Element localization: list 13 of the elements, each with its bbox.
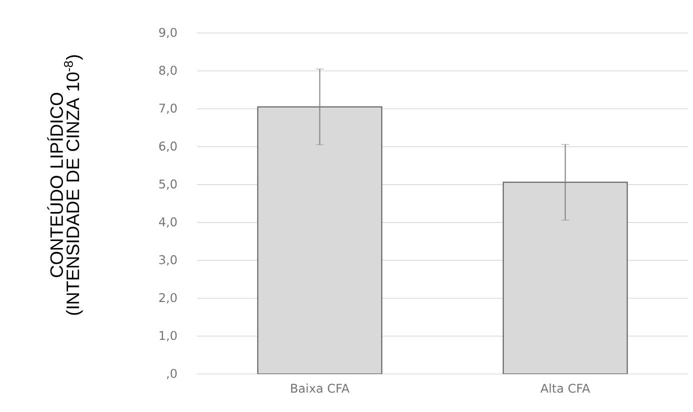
- x-tick-label: Baixa CFA: [291, 384, 350, 393]
- y-axis-title: CONTEÚDO LIPÍDICO (INTENSIDADE DE CINZA 10$^{-8}$): [47, 55, 83, 315]
- y-tick-label: 8,0: [159, 66, 177, 76]
- y-tick-label: 1,0: [160, 330, 177, 342]
- y-tick-label: ,0: [166, 368, 177, 380]
- y-tick-label: 9,0: [159, 28, 177, 38]
- y-tick-label: 5,0: [159, 179, 177, 190]
- y-tick-label: 4,0: [158, 217, 177, 228]
- y-tick-label: 3,0: [159, 255, 177, 266]
- y-tick-label: 2,0: [159, 293, 177, 304]
- x-tick-label: Alta CFA: [540, 384, 590, 393]
- y-tick-label: 6,0: [159, 142, 177, 152]
- y-tick-label: 7,0: [159, 104, 177, 114]
